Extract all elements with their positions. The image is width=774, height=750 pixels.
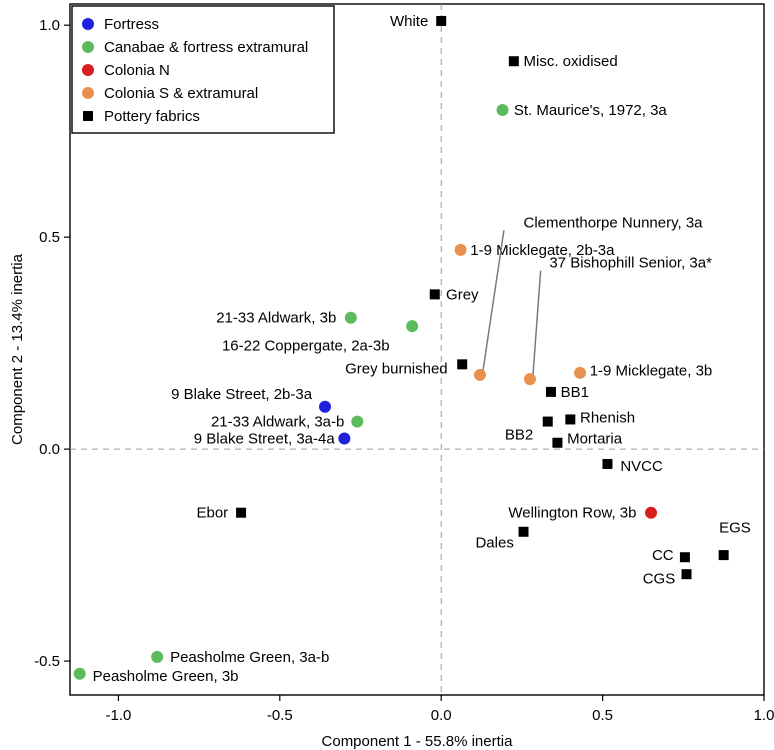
data-point (457, 359, 468, 370)
data-point (574, 366, 587, 379)
data-points: 9 Blake Street, 2b-3a 9 Blake Street, 3a-… (73, 13, 751, 685)
data-point (602, 458, 613, 469)
y-tick-label: 0.5 (39, 229, 60, 246)
data-point (718, 550, 729, 561)
axes: -1.0 -0.5 0.0 0.5 1.0 -0.5 0.0 0.5 1.0 (34, 17, 774, 724)
data-point (565, 414, 576, 425)
point-label: BB1 (561, 384, 589, 401)
point-label: Rhenish (580, 409, 635, 426)
point-label: 9 Blake Street, 2b-3a (171, 386, 313, 403)
x-tick-label: 0.0 (431, 707, 452, 724)
x-tick-label: -0.5 (267, 707, 293, 724)
point-label: Wellington Row, 3b (508, 505, 636, 522)
legend: Fortress Canabae & fortress extramural Col… (71, 5, 335, 134)
data-point (473, 368, 486, 381)
plot-frame (69, 3, 765, 696)
data-point (436, 15, 447, 26)
data-point (151, 650, 164, 663)
data-point (681, 569, 692, 580)
point-label: White (390, 13, 428, 30)
data-point (552, 437, 563, 448)
point-label: Dales (475, 534, 513, 551)
leader-line (532, 270, 542, 376)
legend-label: Colonia S & extramural (104, 85, 258, 102)
point-label: CC (652, 547, 674, 564)
x-axis-title: Component 1 - 55.8% inertia (322, 733, 514, 750)
point-label: Mortaria (567, 431, 623, 448)
x-tick-label: 1.0 (754, 707, 774, 724)
point-label: 21-33 Aldwark, 3a-b (211, 414, 344, 431)
data-point (351, 415, 364, 428)
point-label: Clementhorpe Nunnery, 3a (524, 214, 704, 231)
point-label: Ebor (196, 505, 228, 522)
data-point (545, 386, 556, 397)
data-point (454, 243, 467, 256)
data-point (429, 289, 440, 300)
point-label: Peasholme Green, 3a-b (170, 649, 329, 666)
data-point (542, 416, 553, 427)
point-label: St. Maurice's, 1972, 3a (514, 102, 668, 119)
point-label: 1-9 Micklegate, 2b-3a (470, 242, 615, 259)
legend-label: Canabae & fortress extramural (104, 39, 308, 56)
y-tick-label: 1.0 (39, 17, 60, 34)
data-point (344, 311, 357, 324)
data-point (523, 373, 536, 386)
leader-line (482, 230, 505, 372)
y-tick-label: 0.0 (39, 441, 60, 458)
legend-label: Pottery fabrics (104, 108, 200, 125)
data-point (508, 56, 519, 67)
point-label: Misc. oxidised (524, 53, 618, 70)
legend-marker (82, 64, 94, 76)
point-label: Peasholme Green, 3b (93, 668, 239, 685)
data-point (679, 552, 690, 563)
point-label: 21-33 Aldwark, 3b (216, 310, 336, 327)
legend-marker (82, 87, 94, 99)
data-point (338, 432, 351, 445)
data-point (518, 526, 529, 537)
x-tick-label: 0.5 (592, 707, 613, 724)
point-label: 37 Bishophill Senior, 3a* (549, 255, 712, 272)
point-label: Grey burnished (345, 361, 448, 378)
legend-marker (83, 111, 93, 121)
data-point (645, 506, 658, 519)
y-axis-title: Component 2 - 13.4% inertia (9, 253, 26, 445)
x-tick-label: -1.0 (105, 707, 131, 724)
data-point (236, 507, 247, 518)
legend-label: Fortress (104, 16, 159, 33)
legend-label: Colonia N (104, 62, 170, 79)
data-point (406, 320, 419, 333)
legend-marker (82, 41, 94, 53)
point-label: 16-22 Coppergate, 2a-3b (222, 337, 390, 354)
point-label: 1-9 Micklegate, 3b (590, 363, 713, 380)
point-label: BB2 (505, 426, 533, 443)
point-label: Grey (446, 286, 479, 303)
data-point (319, 400, 332, 413)
point-label: NVCC (620, 458, 663, 475)
point-label: 9 Blake Street, 3a-4a (194, 431, 336, 448)
y-tick-label: -0.5 (34, 653, 60, 670)
data-point (496, 103, 509, 116)
reference-lines (70, 4, 764, 695)
legend-box (71, 5, 335, 134)
point-label: EGS (719, 520, 751, 537)
legend-marker (82, 18, 94, 30)
point-label: CGS (643, 570, 676, 587)
data-point (73, 667, 86, 680)
